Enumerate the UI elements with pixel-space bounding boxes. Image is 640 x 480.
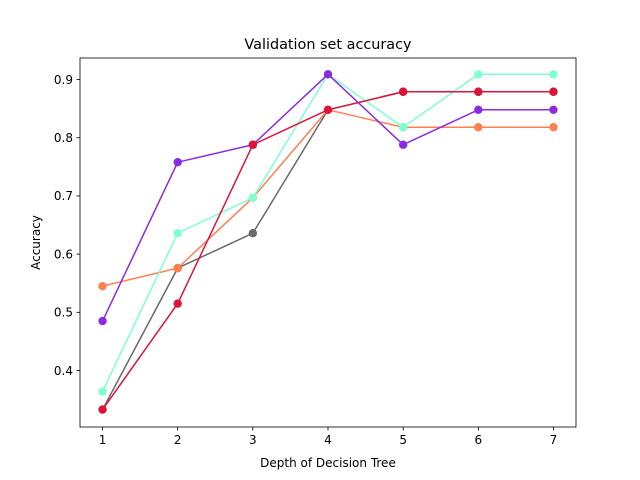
data-point	[474, 70, 483, 79]
series-5	[98, 87, 558, 414]
data-point	[98, 387, 107, 396]
x-tick-label: 3	[249, 433, 257, 447]
y-tick-label: 0.9	[54, 73, 73, 87]
data-point	[98, 405, 107, 414]
x-tick-label: 7	[550, 433, 558, 447]
y-tick-label: 0.4	[54, 364, 73, 378]
data-point	[173, 263, 182, 273]
y-tick-label: 0.8	[54, 131, 73, 145]
data-point	[398, 140, 408, 149]
x-axis-label: Depth of Decision Tree	[260, 456, 396, 470]
x-tick-label: 2	[174, 433, 182, 447]
data-point	[323, 105, 333, 114]
data-point	[248, 228, 258, 238]
data-point	[248, 140, 258, 149]
y-axis-label: Accuracy	[29, 215, 43, 270]
y-tick-label: 0.7	[54, 189, 73, 203]
data-point	[98, 316, 107, 326]
chart-title: Validation set accuracy	[244, 37, 412, 53]
y-tick-label: 0.6	[54, 247, 73, 261]
data-point	[398, 123, 408, 132]
data-point	[98, 281, 107, 291]
x-tick-label: 1	[99, 433, 107, 447]
data-point	[474, 87, 483, 96]
axis-layer: 1 2 3 4 5 6 7 0.4 0.5 0.6 0.7 0.8 0.9	[54, 73, 557, 447]
data-point	[474, 105, 483, 114]
x-tick-label: 5	[399, 433, 407, 447]
data-point	[323, 70, 333, 79]
x-tick-label: 4	[324, 433, 332, 447]
data-point	[398, 87, 408, 96]
data-point	[474, 123, 483, 132]
data-point	[173, 299, 182, 308]
plot-area	[80, 58, 576, 427]
y-tick-label: 0.5	[54, 306, 73, 320]
data-point	[549, 123, 558, 132]
data-point	[549, 105, 558, 114]
data-point	[549, 87, 558, 96]
data-point	[173, 228, 182, 238]
x-tick-label: 6	[474, 433, 482, 447]
series-layer	[98, 70, 558, 414]
data-point	[549, 70, 558, 79]
data-point	[248, 193, 258, 202]
data-point	[173, 157, 182, 167]
plot-border	[79, 57, 577, 428]
